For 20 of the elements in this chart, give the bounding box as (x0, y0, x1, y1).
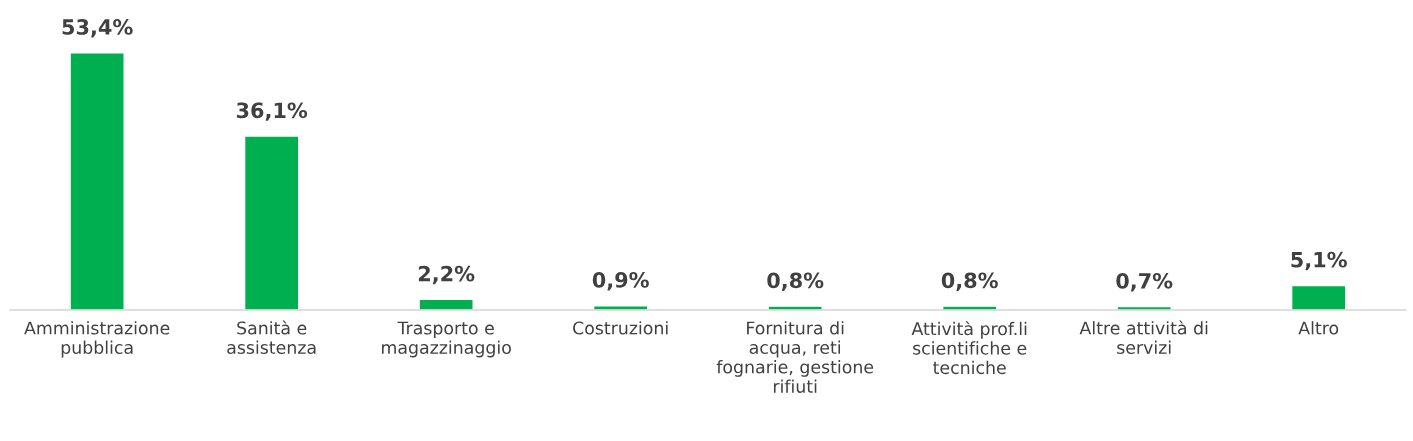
bar (418, 298, 474, 311)
x-tick-label: Attività prof.li scientifiche e tecniche (911, 321, 1027, 375)
data-label: 0,8% (767, 272, 824, 291)
bar (243, 135, 300, 311)
x-tick-label: Altro (1298, 321, 1339, 335)
data-label: 0,8% (941, 272, 998, 291)
x-tick-label: Trasporto e magazzinaggio (382, 321, 511, 358)
bar (69, 52, 125, 311)
data-label: 53,4% (62, 19, 133, 38)
x-tick-label: Amministrazione pubblica (24, 321, 170, 358)
bar (1290, 284, 1347, 311)
x-tick-label: Fornitura di acqua, reti fognarie, gestione rifiuti (716, 321, 874, 393)
data-label: 36,1% (236, 102, 308, 121)
data-label: 2,2% (418, 265, 475, 285)
data-label: 5,1% (1291, 251, 1347, 271)
x-tick-label: Costruzioni (573, 321, 668, 335)
data-label: 0,7% (1116, 272, 1173, 292)
x-tick-label: Sanità e assistenza (227, 320, 316, 355)
x-tick-label: Altre attività di servizi (1079, 320, 1208, 355)
data-label: 0,9% (592, 272, 649, 291)
